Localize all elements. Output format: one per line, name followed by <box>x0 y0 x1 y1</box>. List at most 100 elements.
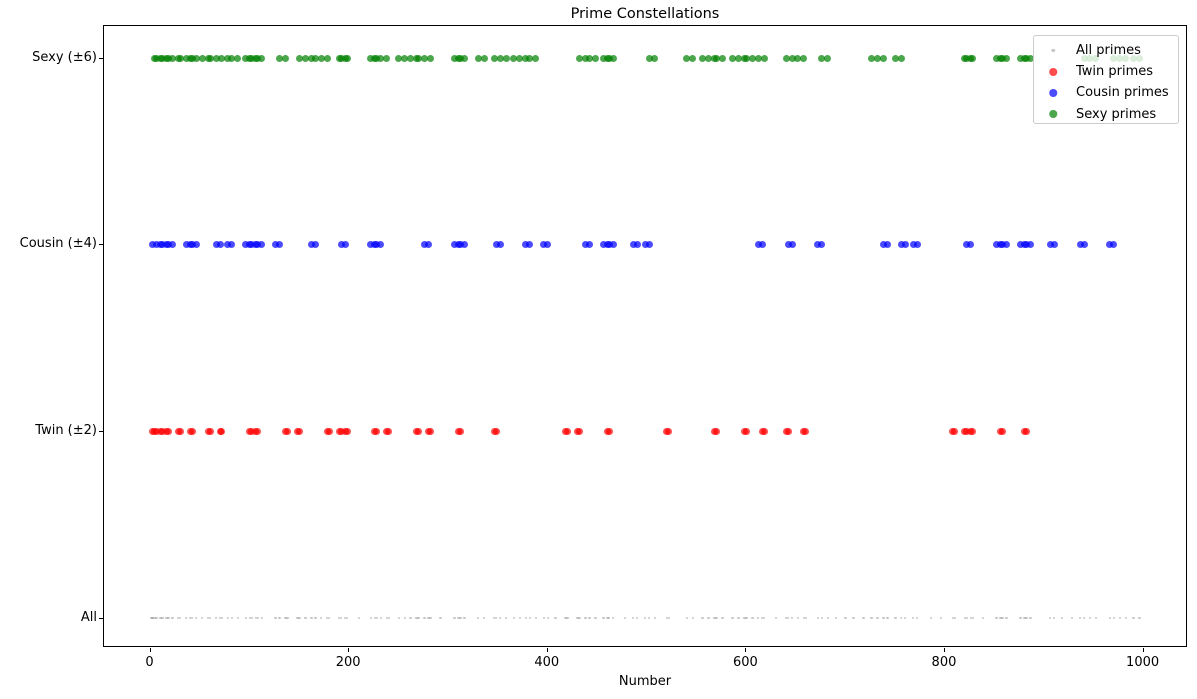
data-point <box>609 240 617 248</box>
data-point <box>721 616 724 620</box>
data-point <box>343 616 347 620</box>
data-point <box>788 240 796 248</box>
y-tick-mark <box>99 618 103 619</box>
data-point <box>578 616 581 620</box>
legend-label: Cousin primes <box>1076 85 1169 101</box>
data-point <box>182 240 190 248</box>
data-point <box>526 240 534 248</box>
data-point <box>192 240 200 248</box>
data-point <box>208 616 212 620</box>
data-point <box>403 616 406 620</box>
data-point <box>379 616 383 620</box>
data-point <box>496 54 504 62</box>
data-point <box>242 54 250 62</box>
data-point <box>518 616 522 620</box>
data-point <box>816 616 820 620</box>
data-point <box>826 616 829 620</box>
x-tick-label: 0 <box>145 655 154 670</box>
data-point <box>1029 616 1032 620</box>
data-point <box>713 616 716 620</box>
data-point <box>1049 616 1052 620</box>
data-point <box>524 616 528 620</box>
data-point <box>591 54 599 62</box>
data-point <box>784 427 792 435</box>
data-point <box>284 427 292 435</box>
data-point <box>715 616 718 620</box>
data-point <box>152 240 160 248</box>
data-point <box>164 240 172 248</box>
data-point <box>415 616 418 620</box>
data-point <box>748 54 756 62</box>
data-point <box>951 427 959 435</box>
data-point <box>496 240 504 248</box>
data-point <box>897 54 905 62</box>
data-point <box>164 427 172 435</box>
data-point <box>599 240 607 248</box>
data-point <box>377 240 385 248</box>
data-point <box>705 54 713 62</box>
data-point <box>167 616 170 620</box>
data-point <box>439 616 442 620</box>
data-point <box>339 616 343 620</box>
data-point <box>522 240 530 248</box>
data-point <box>474 54 482 62</box>
data-point <box>188 240 196 248</box>
data-point <box>653 616 657 620</box>
data-point <box>969 427 977 435</box>
y-tick-label: Cousin (±4) <box>19 236 97 251</box>
data-point <box>224 54 232 62</box>
data-point <box>526 54 534 62</box>
data-point <box>248 240 256 248</box>
data-point <box>713 427 721 435</box>
data-point <box>228 240 236 248</box>
data-point <box>643 616 647 620</box>
data-point <box>158 427 166 435</box>
plot-area <box>103 25 1187 647</box>
data-point <box>456 427 464 435</box>
data-point <box>1070 616 1074 620</box>
data-point <box>891 54 899 62</box>
data-point <box>242 240 250 248</box>
data-point <box>460 240 468 248</box>
data-point <box>276 240 284 248</box>
data-point <box>375 616 379 620</box>
data-point <box>873 54 881 62</box>
data-point <box>1053 616 1056 620</box>
legend-label: All primes <box>1076 43 1141 59</box>
data-point <box>168 240 176 248</box>
data-point <box>969 616 972 620</box>
data-point <box>328 616 331 620</box>
data-point <box>879 240 887 248</box>
data-point <box>282 54 290 62</box>
data-point <box>967 240 975 248</box>
data-point <box>502 54 510 62</box>
data-point <box>1076 240 1084 248</box>
data-point <box>1022 240 1030 248</box>
data-point <box>999 616 1002 620</box>
data-point <box>164 54 172 62</box>
data-point <box>995 616 998 620</box>
data-point <box>581 240 589 248</box>
data-point <box>230 616 234 620</box>
data-point <box>685 616 688 620</box>
data-point <box>1078 616 1082 620</box>
data-point <box>314 616 317 620</box>
data-point <box>1124 616 1127 620</box>
x-tick-label: 1000 <box>1126 655 1160 670</box>
data-point <box>745 616 748 620</box>
data-point <box>206 616 210 620</box>
data-point <box>463 616 466 620</box>
data-point <box>228 54 236 62</box>
data-point <box>492 616 496 620</box>
data-point <box>993 54 1001 62</box>
data-point <box>216 240 224 248</box>
data-point <box>150 616 153 620</box>
data-point <box>820 616 824 620</box>
data-point <box>818 240 826 248</box>
data-point <box>564 616 567 620</box>
data-point <box>427 54 435 62</box>
data-point <box>425 240 433 248</box>
data-point <box>1108 616 1112 620</box>
data-point <box>377 54 385 62</box>
data-point <box>904 616 907 620</box>
